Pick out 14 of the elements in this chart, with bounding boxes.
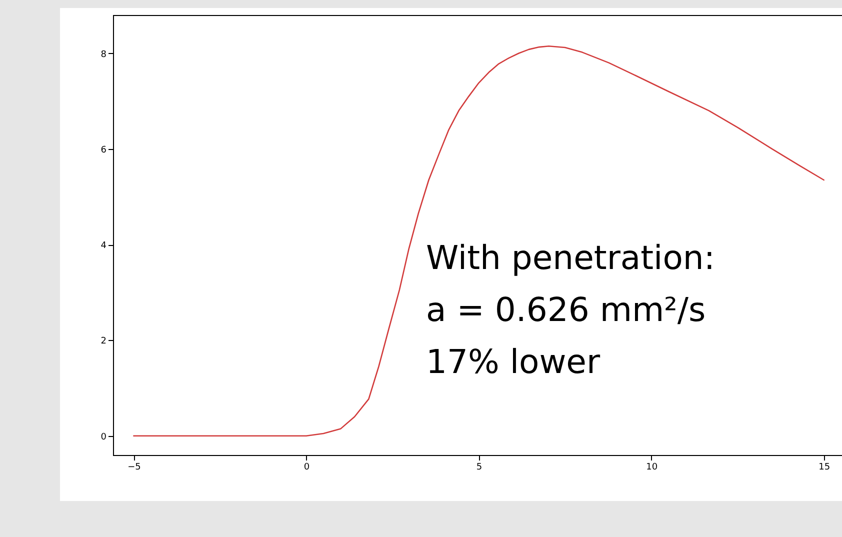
y-tick-label: 2 (100, 336, 106, 347)
y-tick-label: 6 (100, 145, 107, 156)
y-tick-label: 8 (100, 50, 107, 60)
y-tick-label: 4 (100, 241, 107, 252)
annotation: a = 0.626 mm²/s (426, 290, 706, 329)
x-tick-label: −5 (128, 462, 141, 472)
line-series (133, 45, 824, 437)
annotation: With penetration: (426, 238, 715, 277)
annotation: 17% lower (426, 342, 600, 381)
y-tick-label: 0 (100, 432, 107, 442)
x-tick-label: 10 (646, 462, 658, 472)
x-tick-label: 5 (476, 462, 482, 472)
x-tick-label: 0 (304, 462, 310, 472)
x-tick-label: 15 (818, 462, 830, 472)
